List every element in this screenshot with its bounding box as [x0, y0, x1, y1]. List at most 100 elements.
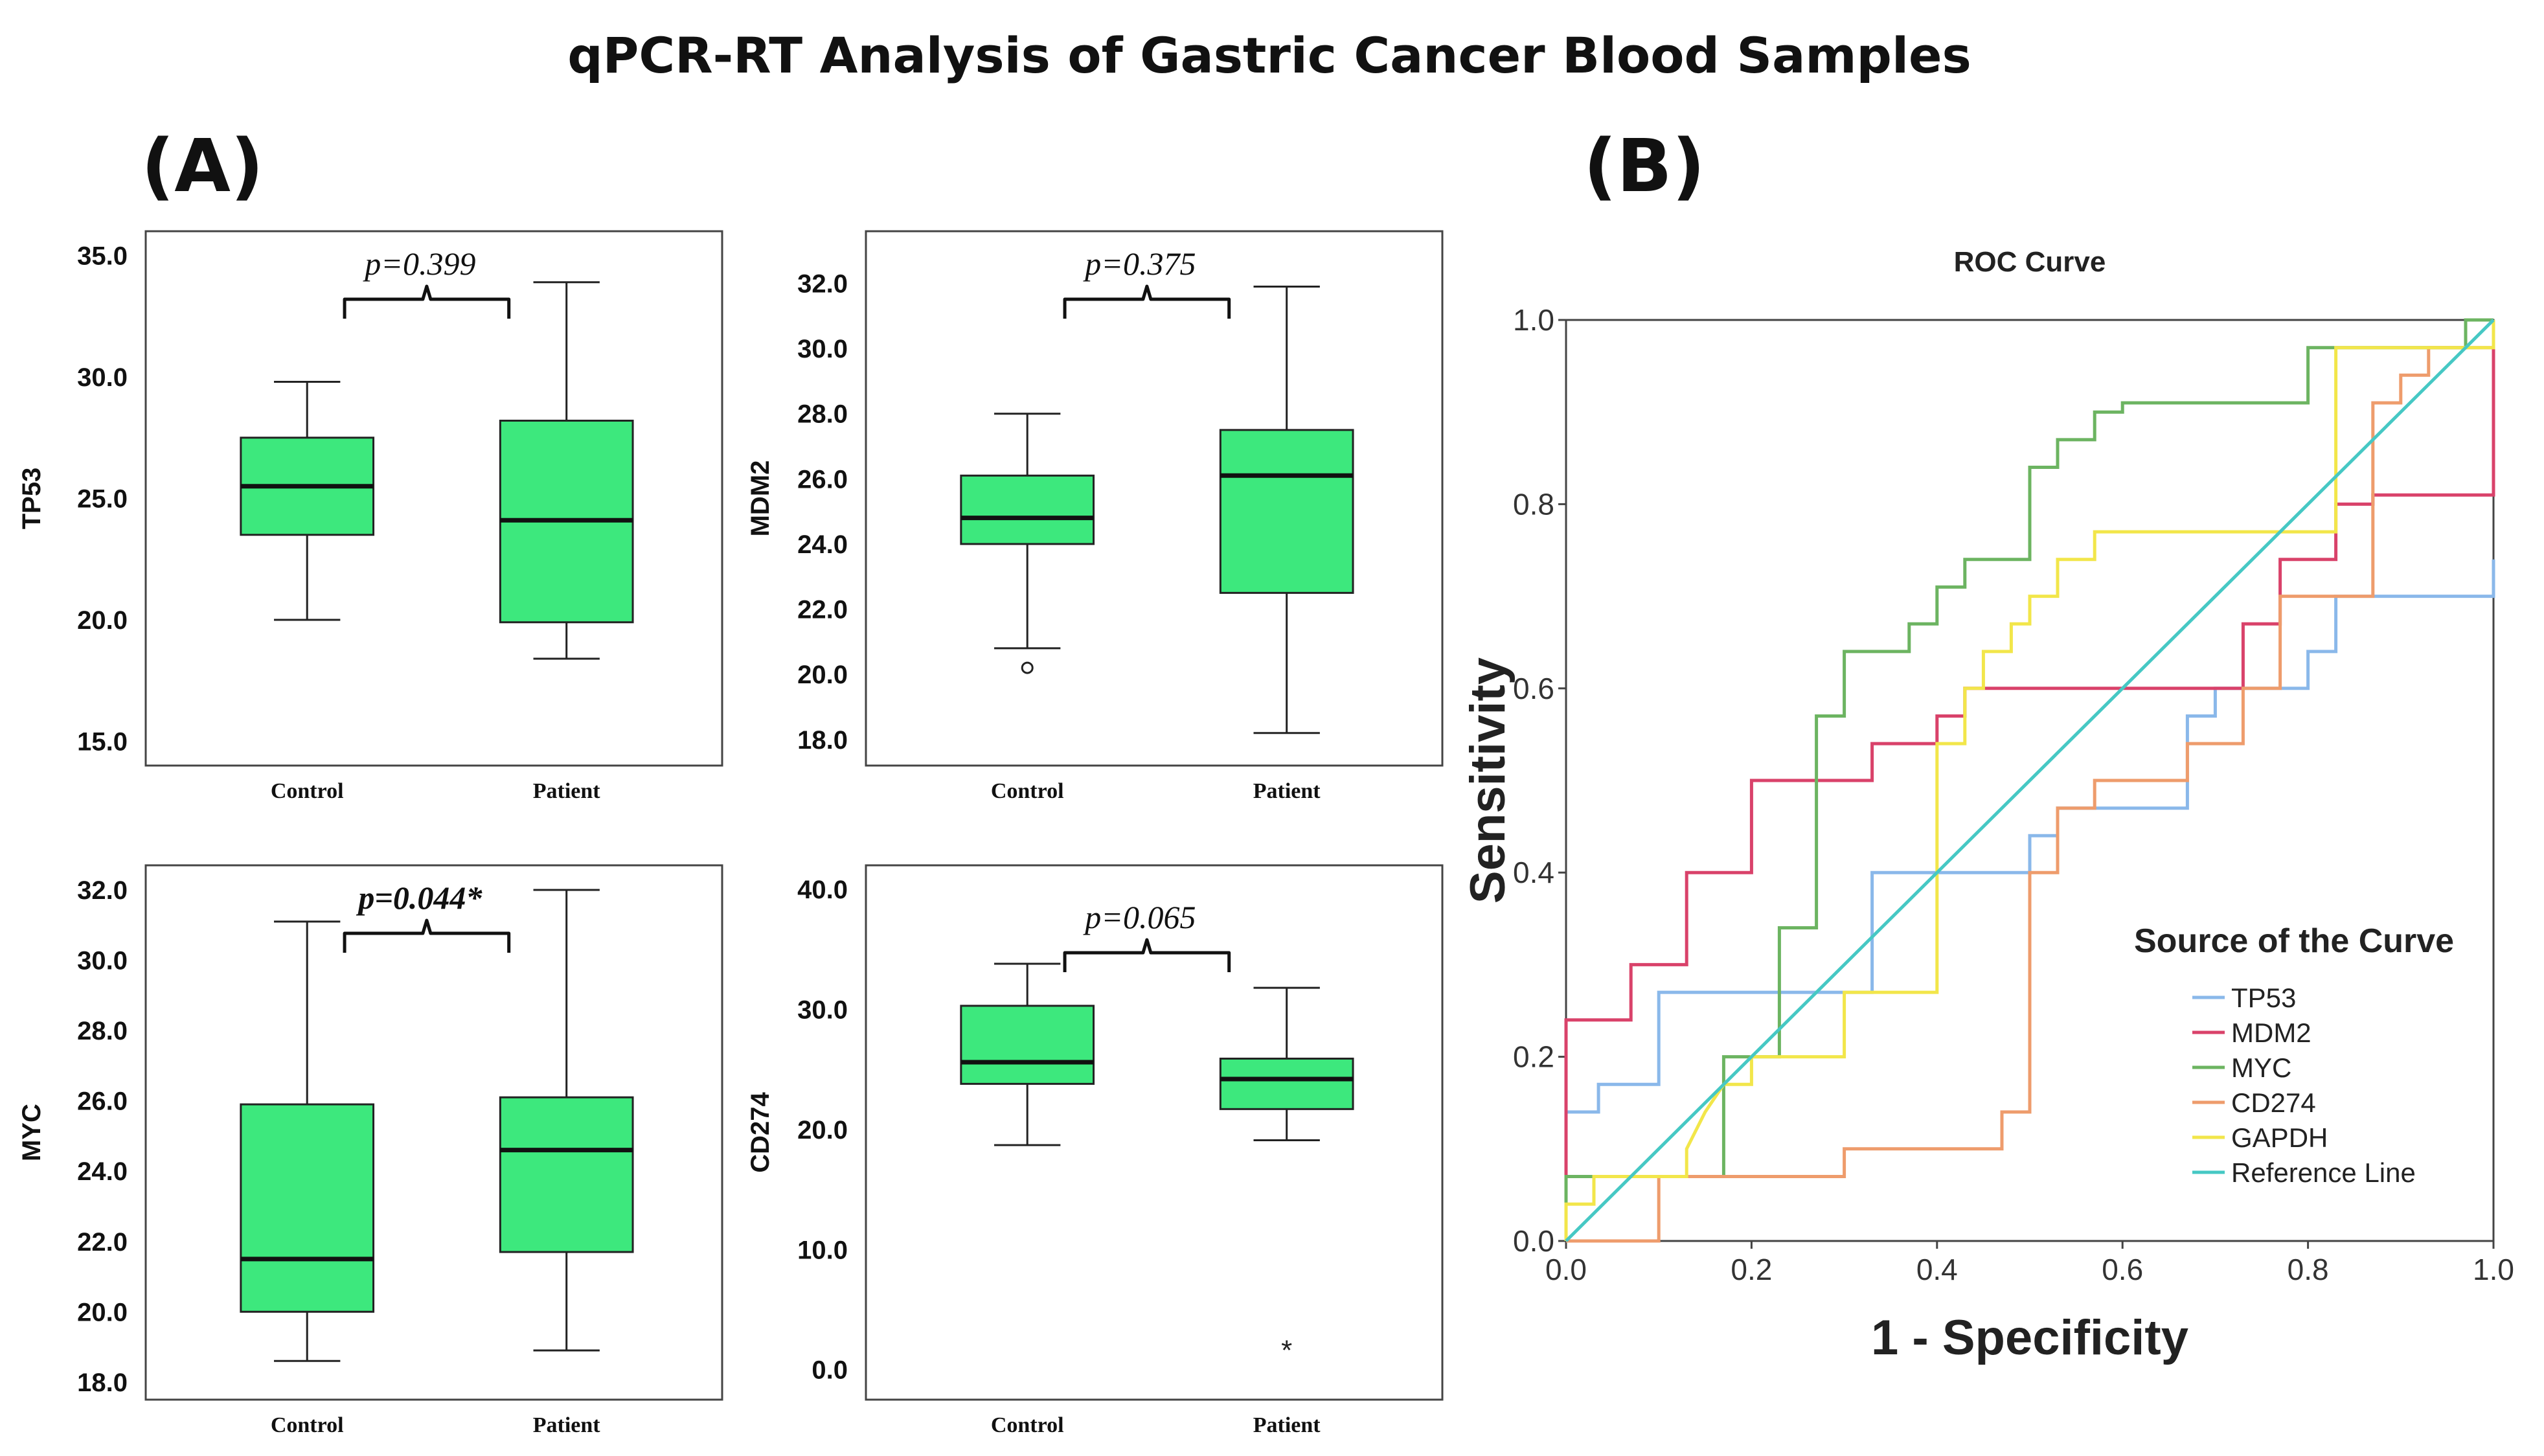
x-tick-label: 0.0 [1545, 1253, 1587, 1286]
legend-label-cd274: CD274 [2231, 1087, 2316, 1118]
y-tick-label: 25.0 [77, 485, 128, 514]
roc-series-mdm2 [1564, 320, 2495, 1241]
box-control [240, 920, 375, 1362]
y-tick-label: 28.0 [797, 400, 848, 429]
significance-bracket [1063, 284, 1231, 319]
iqr-box [960, 1005, 1095, 1085]
iqr-box [1219, 1057, 1354, 1110]
y-tick-label: 26.0 [77, 1087, 128, 1116]
box-patient [499, 889, 634, 1352]
legend-label-tp53: TP53 [2231, 983, 2296, 1013]
y-tick-label: 30.0 [77, 947, 128, 975]
roc-title: ROC Curve [1954, 246, 2106, 278]
y-tick-label: 26.0 [797, 465, 848, 494]
significance-bracket [343, 918, 511, 953]
x-category-label: Control [271, 779, 344, 803]
plot-frame [865, 230, 1444, 767]
x-tick-label: 0.2 [1731, 1253, 1772, 1286]
outlier-marker [1021, 661, 1034, 674]
boxplot-panels: 15.0 20.0 25.0 30.0 35.0 TP53 Control Patient p=… [17, 230, 1444, 1437]
y-tick-label: 22.0 [797, 596, 848, 624]
x-tick-label: 0.8 [2288, 1253, 2329, 1286]
x-category-label: Patient [533, 1413, 601, 1437]
boxplot-mdm2: 18.0 20.0 22.0 24.0 26.0 28.0 30.0 32.0 MDM2 Cont… [746, 230, 1444, 803]
panel-b-label: (B) [1584, 124, 1705, 209]
roc-panel: ROC Curve 0.0 0.2 0.4 0.6 0.8 1.0 0.0 0.2 0.4 0.6 0… [1460, 246, 2514, 1365]
iqr-box [499, 1096, 634, 1253]
y-tick-label: 18.0 [797, 726, 848, 755]
significance-bracket [1063, 938, 1231, 972]
p-value-label: p=0.375 [1083, 245, 1196, 282]
y-tick-label: 30.0 [797, 995, 848, 1024]
y-tick-label: 35.0 [77, 242, 128, 271]
boxplot-tp53: 15.0 20.0 25.0 30.0 35.0 TP53 Control Patient p=… [17, 230, 723, 803]
y-axis-label: MDM2 [746, 461, 775, 537]
iqr-box [240, 1103, 375, 1313]
y-tick-label: 10.0 [797, 1236, 848, 1264]
box-patient [1219, 286, 1354, 734]
x-tick-label: 0.6 [2102, 1253, 2143, 1286]
y-axis-label: Sensitivity [1460, 657, 1516, 904]
x-tick-label: 0.4 [1916, 1253, 1958, 1286]
iqr-box [960, 474, 1095, 545]
significance-bracket [343, 284, 511, 319]
y-tick-label: 32.0 [797, 269, 848, 298]
y-tick-label: 20.0 [77, 606, 128, 635]
plot-frame [144, 230, 723, 767]
boxplot-myc: 18.0 20.0 22.0 24.0 26.0 28.0 30.0 32.0 MYC Contr… [17, 864, 723, 1437]
y-tick-label: 20.0 [797, 1116, 848, 1144]
legend-label-reference: Reference Line [2231, 1157, 2416, 1188]
legend-label-gapdh: GAPDH [2231, 1122, 2328, 1153]
legend-label-myc: MYC [2231, 1052, 2291, 1083]
extreme-outlier-marker: * [1281, 1334, 1292, 1366]
x-category-label: Patient [1253, 1413, 1321, 1437]
p-value-label: p=0.399 [363, 245, 475, 282]
y-tick-label: 20.0 [77, 1298, 128, 1326]
roc-series-reference [1565, 319, 2495, 1242]
y-tick-label: 0.0 [1513, 1224, 1554, 1258]
panel-a-label: (A) [141, 124, 264, 209]
box-control [960, 962, 1095, 1146]
roc-series-cd274 [1566, 320, 2495, 1243]
y-tick-label: 0.0 [812, 1356, 848, 1385]
y-axis-label: TP53 [17, 468, 46, 530]
plot-frame [144, 864, 723, 1401]
y-tick-label: 22.0 [77, 1228, 128, 1257]
y-tick-label: 32.0 [77, 876, 128, 905]
y-axis-label: MYC [17, 1104, 46, 1161]
y-tick-label: 24.0 [77, 1157, 128, 1186]
box-patient: * [1219, 986, 1354, 1366]
y-tick-label: 0.2 [1513, 1040, 1554, 1074]
y-axis-label: CD274 [746, 1091, 775, 1172]
y-tick-label: 24.0 [797, 530, 848, 559]
x-tick-label: 1.0 [2473, 1253, 2514, 1286]
x-category-label: Control [991, 779, 1064, 803]
roc-series-myc [1564, 318, 2493, 1241]
y-tick-label: 0.6 [1513, 672, 1554, 705]
legend-label-mdm2: MDM2 [2231, 1018, 2311, 1048]
x-category-label: Control [271, 1413, 344, 1437]
y-tick-label: 15.0 [77, 728, 128, 756]
x-axis-label: 1 - Specificity [1871, 1310, 2188, 1365]
y-tick-label: 28.0 [77, 1017, 128, 1045]
boxplot-cd274: 0.0 10.0 20.0 30.0 40.0 CD274 Control Patient * p… [746, 864, 1444, 1437]
x-category-label: Control [991, 1413, 1064, 1437]
roc-series-gapdh [1564, 320, 2495, 1241]
p-value-label: p=0.065 [1083, 899, 1196, 935]
y-tick-label: 0.8 [1513, 487, 1554, 521]
iqr-box [1219, 429, 1354, 594]
y-tick-label: 20.0 [797, 661, 848, 689]
y-tick-label: 40.0 [797, 876, 848, 904]
box-control [960, 413, 1095, 674]
y-tick-label: 0.4 [1513, 856, 1554, 889]
main-title: qPCR-RT Analysis of Gastric Cancer Blood… [567, 27, 1971, 84]
y-tick-label: 18.0 [77, 1369, 128, 1397]
box-control [240, 381, 375, 621]
p-value-label: p=0.044* [356, 880, 483, 916]
y-tick-label: 30.0 [797, 335, 848, 363]
x-category-label: Patient [533, 779, 601, 803]
x-category-label: Patient [1253, 779, 1321, 803]
legend-title: Source of the Curve [2134, 922, 2454, 960]
plot-frame [865, 864, 1444, 1401]
